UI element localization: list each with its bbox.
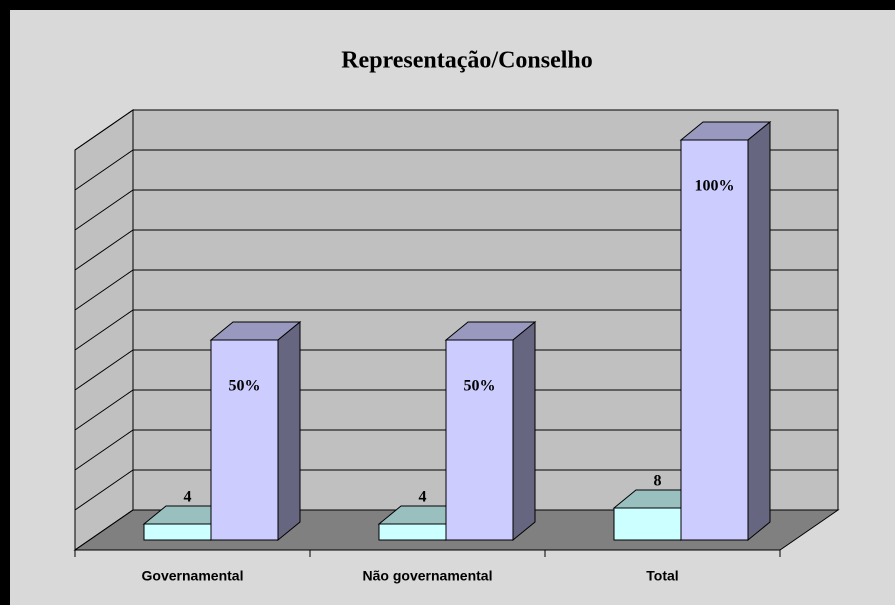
bar-side (277, 320, 301, 542)
data-label: 100% (695, 178, 735, 195)
side-grid-line (74, 269, 134, 311)
x-tick-label: Não governamental (363, 568, 493, 584)
bar (210, 339, 279, 541)
bar (445, 339, 514, 541)
bar (613, 507, 682, 541)
side-grid-line (74, 509, 134, 551)
bar (143, 523, 212, 541)
side-grid-line (74, 189, 134, 231)
side-grid-line (74, 309, 134, 351)
data-label: 8 (654, 473, 662, 490)
side-grid-line (74, 389, 134, 431)
bar-side (747, 120, 771, 542)
bar-side (512, 320, 536, 542)
data-label: 4 (419, 489, 427, 506)
data-label: 4 (184, 489, 192, 506)
data-label: 50% (229, 378, 261, 395)
side-grid-line (74, 149, 134, 191)
x-tick-label: Total (646, 568, 678, 584)
bar (680, 139, 749, 541)
x-tick-label: Governamental (142, 568, 244, 584)
side-grid-line (74, 349, 134, 391)
side-grid-line (74, 229, 134, 271)
bar (378, 523, 447, 541)
side-grid-line (74, 429, 134, 471)
chart-title: Representação/Conselho (341, 48, 593, 74)
side-grid-line (74, 469, 134, 511)
side-grid-line (74, 109, 134, 151)
data-label: 50% (464, 378, 496, 395)
